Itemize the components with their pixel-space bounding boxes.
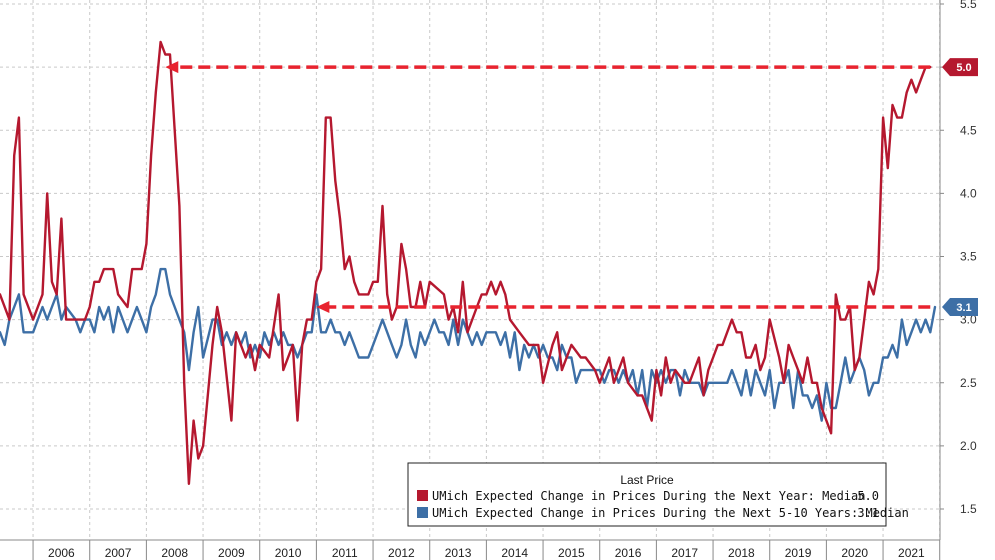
x-axis: 2006 2007 2008 2009 2010 2011 2012 2013 2014 2015…: [0, 539, 941, 560]
legend-value-1y: 5.0: [857, 489, 879, 503]
legend-label-5-10y: UMich Expected Change in Prices During t…: [432, 506, 909, 520]
last-value-badges: 5.0 3.1: [942, 58, 978, 316]
x-tick-label: 2009: [218, 546, 245, 560]
y-tick-label: 3.5: [960, 250, 977, 264]
x-tick-label: 2018: [728, 546, 755, 560]
legend-swatch-1y: [417, 490, 428, 501]
x-tick-label: 2017: [671, 546, 698, 560]
last-value-badge-1y: [942, 58, 978, 77]
last-value-badge-5-10y: [942, 298, 978, 316]
reference-arrowhead-1y: [165, 61, 179, 74]
x-tick-label: 2015: [558, 546, 585, 560]
x-tick-label: 2010: [275, 546, 302, 560]
legend-swatch-5-10y: [417, 507, 428, 518]
series-layer: [0, 40, 937, 485]
last-value-label-1y: 5.0: [956, 62, 971, 74]
reference-arrowhead-5-10y: [316, 301, 330, 313]
y-tick-label: 2.5: [960, 376, 977, 390]
y-tick-label: 3.0: [960, 313, 977, 327]
y-tick-label: 2.0: [960, 439, 977, 453]
x-tick-label: 2021: [898, 546, 925, 560]
legend-box: [407, 462, 887, 527]
x-tick-label: 2006: [48, 546, 75, 560]
x-tick-label: 2008: [161, 546, 188, 560]
y-tick-label: 1.5: [960, 502, 977, 516]
x-tick-label: 2014: [501, 546, 528, 560]
x-tick-label: 2016: [615, 546, 642, 560]
x-tick-label: 2019: [785, 546, 812, 560]
legend-label-1y: UMich Expected Change in Prices During t…: [432, 489, 865, 503]
y-tick-label: 5.5: [960, 0, 977, 11]
x-tick-label: 2013: [445, 546, 472, 560]
legend: Last Price UMich Expected Change in Pric…: [407, 462, 909, 527]
x-tick-label: 2007: [105, 546, 132, 560]
legend-value-5-10y: 3.1: [857, 506, 879, 520]
legend-title: Last Price: [620, 473, 674, 487]
y-tick-label: 4.5: [960, 123, 977, 137]
gridlines: [0, 0, 941, 540]
reference-arrows: [165, 61, 931, 313]
x-tick-label: 2011: [332, 546, 358, 560]
x-tick-label: 2012: [388, 546, 415, 560]
series-line-1y: [0, 40, 932, 485]
y-tick-label: 4.0: [960, 186, 977, 200]
x-tick-label: 2020: [841, 546, 868, 560]
last-value-label-5-10y: 3.1: [956, 302, 971, 314]
